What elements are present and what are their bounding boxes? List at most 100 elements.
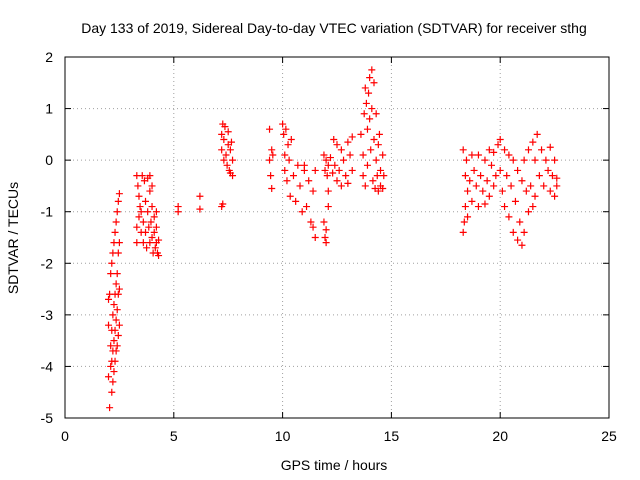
data-point <box>266 156 274 164</box>
data-point <box>514 236 522 244</box>
data-point <box>113 342 121 350</box>
data-point <box>280 130 288 138</box>
data-point <box>470 166 478 174</box>
data-point <box>522 187 530 195</box>
data-point <box>320 218 328 226</box>
data-point <box>322 239 330 247</box>
data-point <box>494 141 502 149</box>
data-point <box>289 172 297 180</box>
data-point <box>368 105 376 113</box>
y-tick-label: 0 <box>45 152 53 168</box>
data-point <box>145 223 153 231</box>
data-point <box>134 182 142 190</box>
data-point <box>298 208 306 216</box>
data-point <box>115 239 123 247</box>
data-point <box>474 203 482 211</box>
data-point <box>266 125 274 133</box>
data-point <box>490 148 498 156</box>
data-point <box>138 172 146 180</box>
data-point <box>279 120 287 128</box>
data-point <box>379 185 387 193</box>
data-point <box>110 301 118 309</box>
data-point <box>105 295 113 303</box>
data-point <box>321 166 329 174</box>
data-point <box>108 259 116 267</box>
data-point <box>462 156 470 164</box>
data-point <box>155 236 163 244</box>
data-point <box>527 182 535 190</box>
data-point <box>507 182 515 190</box>
data-point <box>148 234 156 241</box>
data-point <box>155 252 163 260</box>
data-point <box>490 182 498 190</box>
data-point <box>114 249 122 257</box>
y-tick-label: -5 <box>41 410 54 426</box>
data-point <box>220 136 228 144</box>
data-point <box>498 187 506 195</box>
data-point <box>542 156 550 164</box>
data-point <box>485 146 493 154</box>
data-point <box>359 172 367 180</box>
data-point <box>377 166 385 174</box>
data-point <box>139 218 147 226</box>
data-point <box>553 182 561 190</box>
data-point <box>346 151 354 159</box>
data-point <box>111 326 119 334</box>
data-point <box>229 172 237 180</box>
data-point <box>551 156 559 164</box>
data-point <box>496 166 504 174</box>
data-point <box>518 241 526 249</box>
data-point <box>229 156 237 164</box>
data-point <box>222 151 230 159</box>
data-point <box>151 244 159 252</box>
data-point <box>114 331 122 339</box>
data-point <box>464 187 472 195</box>
data-point <box>143 244 151 252</box>
data-point <box>324 203 332 211</box>
data-point <box>344 138 352 146</box>
data-point <box>105 373 113 381</box>
y-tick-label: -3 <box>41 307 54 323</box>
x-axis-label: GPS time / hours <box>281 457 388 473</box>
axis-ticks <box>64 56 610 419</box>
data-point <box>152 223 160 231</box>
data-point <box>485 192 493 200</box>
data-point <box>340 156 348 164</box>
data-point <box>505 213 513 221</box>
data-point <box>551 192 559 200</box>
data-point <box>144 208 152 216</box>
data-point <box>286 192 294 200</box>
data-point <box>359 151 367 159</box>
data-point <box>133 223 141 231</box>
data-point <box>374 187 382 195</box>
data-point <box>362 99 370 107</box>
data-point <box>174 208 182 216</box>
data-point <box>501 203 509 211</box>
x-tick-label: 0 <box>61 428 69 444</box>
data-point <box>303 203 311 211</box>
data-point <box>479 187 487 195</box>
data-point <box>196 205 204 213</box>
data-point <box>337 146 345 154</box>
data-point <box>146 172 154 180</box>
data-point <box>281 166 289 174</box>
data-point <box>363 161 371 169</box>
data-point <box>380 172 388 180</box>
data-point <box>311 234 319 241</box>
x-tick-label: 15 <box>384 428 400 444</box>
data-point <box>292 197 300 205</box>
data-point <box>516 218 524 226</box>
data-point <box>529 138 537 146</box>
data-point <box>220 156 228 164</box>
data-point <box>374 141 382 149</box>
data-point <box>370 79 378 87</box>
data-point <box>509 228 517 236</box>
data-point <box>368 66 376 74</box>
data-point <box>268 185 276 193</box>
data-point <box>520 228 528 236</box>
data-point <box>111 228 119 236</box>
data-point <box>294 161 302 169</box>
data-point <box>496 136 504 144</box>
data-point <box>287 136 295 144</box>
data-point <box>110 368 118 376</box>
